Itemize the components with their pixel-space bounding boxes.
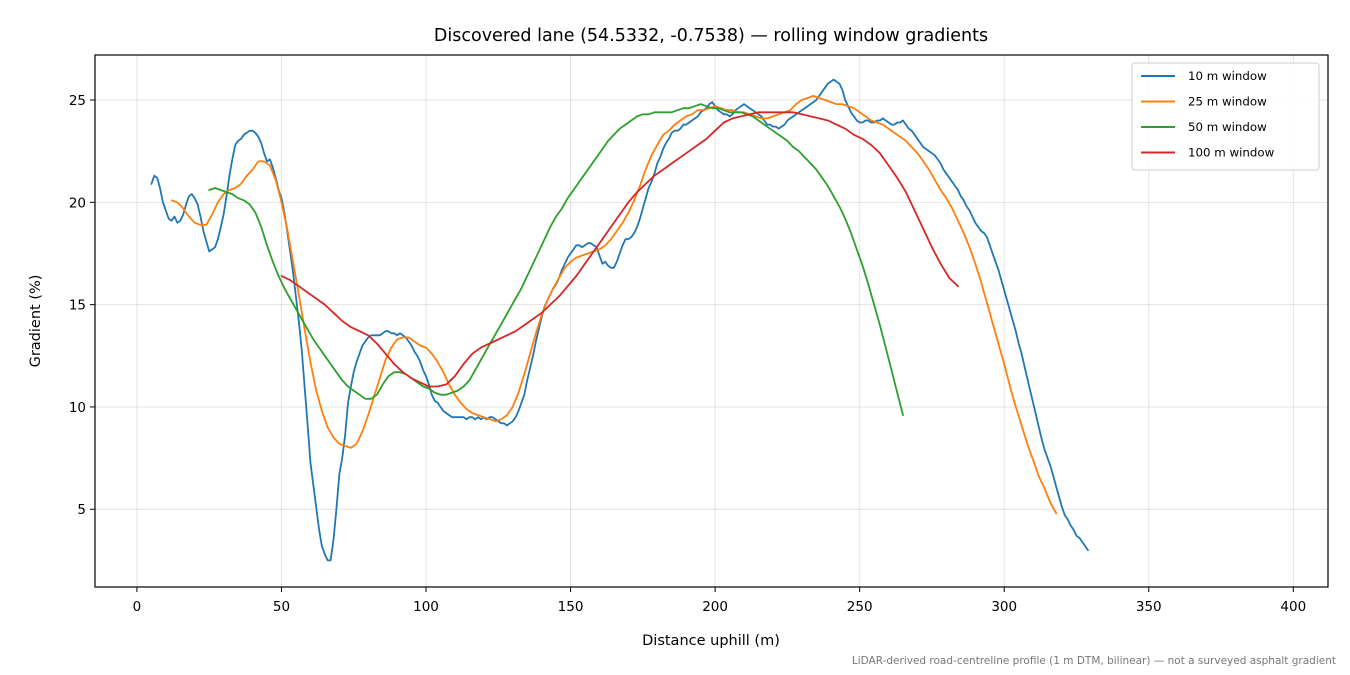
chart-footnote: LiDAR-derived road-centreline profile (1…: [852, 655, 1336, 667]
x-tick-label: 100: [413, 599, 439, 615]
x-tick-label: 0: [133, 599, 142, 615]
series-line-100m: [280, 111, 959, 388]
x-tick-label: 150: [558, 599, 584, 615]
x-tick-label: 200: [702, 599, 728, 615]
series-line-50m: [208, 103, 904, 416]
x-tick-label: 350: [1136, 599, 1162, 615]
x-tick-label: 50: [273, 599, 290, 615]
y-tick-label: 25: [69, 93, 86, 109]
plot-area-frame: [94, 54, 1329, 588]
legend-box: [1131, 62, 1320, 171]
x-axis-label: Distance uphill (m): [642, 633, 780, 649]
legend-entry-label: 100 m window: [1188, 146, 1275, 160]
legend-entry-label: 50 m window: [1188, 120, 1267, 134]
legend: 10 m window 25 m window 50 m window 100 m w…: [1131, 62, 1320, 171]
y-axis-label: Gradient (%): [28, 275, 44, 368]
x-axis-ticks: 0 50 100 150 200 250 300 350 400: [133, 587, 1306, 615]
x-tick-label: 250: [847, 599, 873, 615]
y-tick-label: 20: [69, 195, 86, 211]
legend-entry-label: 10 m window: [1188, 69, 1267, 83]
y-tick-label: 10: [69, 400, 86, 416]
y-tick-label: 5: [77, 502, 86, 518]
series-line-25m: [170, 95, 1058, 515]
y-tick-label: 15: [69, 298, 86, 314]
chart-title: Discovered lane (54.5332, -0.7538) — rol…: [434, 26, 988, 46]
series-layer: [150, 78, 1089, 562]
x-tick-label: 300: [991, 599, 1017, 615]
legend-entry-label: 25 m window: [1188, 95, 1267, 109]
x-tick-label: 400: [1280, 599, 1306, 615]
series-line-10m: [150, 78, 1089, 562]
y-axis-ticks: 5 10 15 20 25: [69, 93, 95, 518]
